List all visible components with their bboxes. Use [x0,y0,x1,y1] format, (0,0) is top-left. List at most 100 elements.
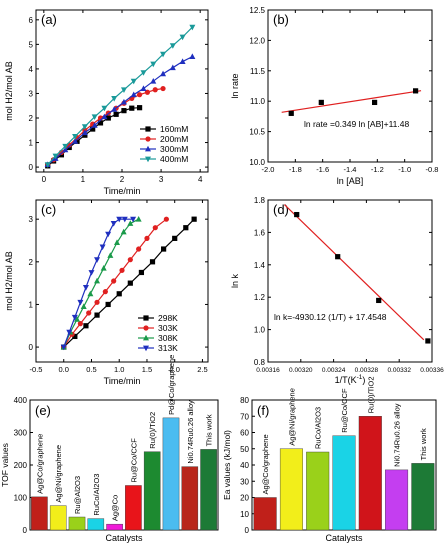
y-tick-label: 0.8 [254,358,266,367]
x-tick-label: -1.2 [371,165,384,174]
data-point [110,221,117,227]
y-tick-label: 20 [240,494,249,503]
plot-frame [267,199,433,363]
y-axis-label: TOF values [0,443,10,487]
data-point [72,333,78,340]
data-point [62,146,69,153]
bar-label: Ru@Co/CCF [129,438,138,483]
bar [253,497,277,531]
data-point [72,138,79,144]
data-point [99,244,106,251]
x-tick-label: 0.0 [59,365,69,374]
y-tick-label: 1.2 [254,293,266,302]
legend-marker [143,334,149,341]
x-tick-label: 0.00316 [256,367,280,374]
y-tick-label: 30 [240,477,249,486]
data-point [135,215,142,222]
data-point [372,99,378,106]
data-point [189,24,196,31]
data-point [119,267,125,273]
data-point [152,225,158,231]
bar-label: This work [419,428,428,460]
data-point [179,34,186,41]
x-tick-label: 1 [81,175,86,184]
x-axis-label: ln [AB] [337,176,364,186]
data-point [160,70,167,77]
data-point [129,105,135,111]
data-point [127,280,133,286]
data-point [335,254,341,260]
x-tick-label: 0.5 [86,365,96,374]
data-point [105,115,111,121]
data-point [288,110,294,116]
y-axis-label: mol H2/mol AB [4,61,14,121]
data-point [144,235,150,241]
x-axis-label-sup: -1 [357,374,363,381]
bar-label: Ru(0)/TiO2 [148,412,157,449]
data-point [83,323,89,329]
legend-marker [143,315,149,321]
data-point [169,43,176,49]
y-tick-label: 80 [240,396,249,405]
data-point [101,105,108,112]
bar [306,451,330,531]
x-tick-label: 0.00324 [322,367,346,374]
data-point [86,310,92,316]
series-303K [61,216,169,350]
bar-label: Ni0.74Ru0.26 alloy [186,400,195,464]
data-point [172,235,178,241]
bar-label: Ag@Co/graphene [35,434,44,494]
legend-marker [145,136,151,142]
data-point [189,53,196,60]
y-tick-label: 300 [14,429,28,438]
data-point [150,61,157,68]
data-point [90,126,96,132]
series-line [63,218,139,348]
bar-label: Pd@Co/graphene [167,355,176,415]
y-tick-label: 0 [29,343,34,352]
bar [332,435,356,531]
y-tick-label: 2 [29,258,34,267]
y-tick-label: 1.0 [254,326,266,335]
y-tick-label: 1 [29,300,34,309]
data-point [72,134,79,140]
data-point [105,231,112,238]
y-tick-label: 1.6 [254,228,266,237]
y-axis-label: Ea values (kJ/mol) [222,430,232,500]
y-tick-label: 10 [240,510,249,519]
data-point [111,106,118,112]
data-point [425,338,431,344]
x-tick-label: 1.0 [114,365,124,374]
series-line [47,56,193,166]
y-tick-label: 200 [14,461,28,470]
data-point [140,85,147,91]
bar [87,518,105,531]
panel-label: (e) [35,403,51,418]
bar-label: RuCo/Al2O3 [92,474,101,516]
legend-label: 200mM [160,134,188,144]
series-298K [61,216,197,350]
y-tick-label: 12.5 [249,6,265,15]
bar [279,448,303,531]
bar-label: Ag@Ni/graphene [287,388,296,446]
x-tick-label: 0 [42,175,47,184]
bar [68,516,86,531]
y-tick-label: 6 [29,16,34,25]
data-point [94,299,100,305]
y-tick-label: 3 [29,215,34,224]
data-point [376,297,382,304]
legend-label: 160mM [160,124,188,134]
data-point [191,216,197,222]
data-point [318,99,324,106]
data-point [130,216,137,223]
data-point [62,143,69,150]
x-tick-label: -1.6 [316,165,329,174]
panel-d: 0.00316 0.00320 0.00324 0.00328 0.00332 0.003… [230,196,444,374]
legend-label: 400mM [160,154,188,164]
data-point [107,252,114,258]
panel-f: 0 10 20 30 40 50 60 70 80 (f) Catalysts Ea values (… [222,376,437,543]
x-axis-label: 1/T(K-1) [335,374,366,385]
fit-equation: ln k=-4930.12 (1/T) + 17.4548 [274,312,387,322]
y-tick-label: 0 [23,526,28,535]
bar [162,417,180,531]
